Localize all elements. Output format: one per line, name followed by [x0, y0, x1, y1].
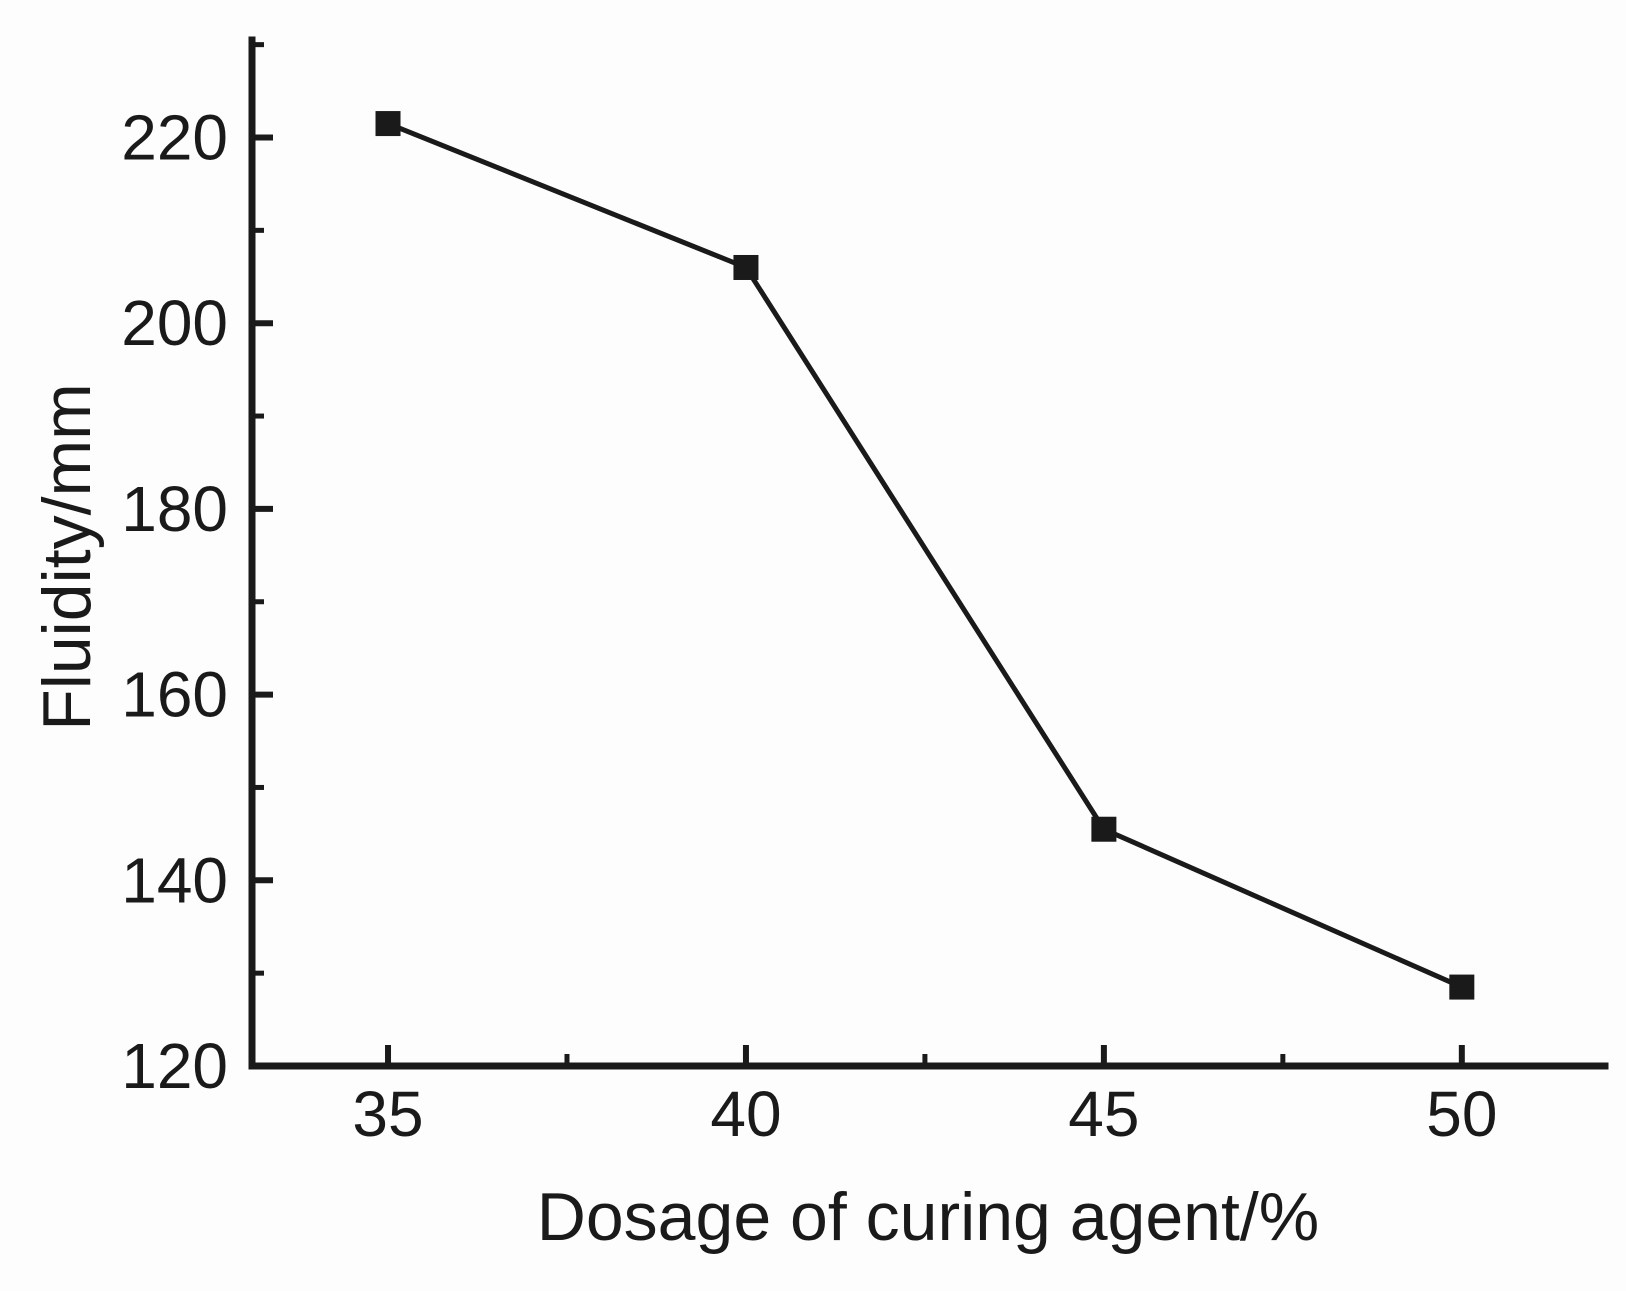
- data-point-marker: [1449, 974, 1475, 1000]
- data-point-marker: [733, 254, 759, 280]
- y-tick-label: 180: [121, 473, 228, 545]
- y-tick-label: 120: [121, 1030, 228, 1102]
- y-tick-label: 200: [121, 287, 228, 359]
- series-group: [375, 111, 1475, 1000]
- x-axis-title: Dosage of curing agent/%: [537, 1179, 1320, 1255]
- data-point-marker: [1091, 816, 1117, 842]
- x-tick-label: 50: [1426, 1078, 1497, 1150]
- y-tick-label: 140: [121, 844, 228, 916]
- x-tick-label: 35: [352, 1078, 423, 1150]
- axes-group: 120 140 160 180 200 220 35 40 45 50: [121, 36, 1609, 1150]
- data-line: [387, 121, 1463, 990]
- x-tick-label: 40: [710, 1078, 781, 1150]
- x-tick-label: 45: [1068, 1078, 1139, 1150]
- y-tick-label: 160: [121, 659, 228, 731]
- data-point-marker: [375, 111, 401, 137]
- y-axis-title: Fluidity/mm: [29, 383, 105, 731]
- y-tick-label: 220: [121, 101, 228, 173]
